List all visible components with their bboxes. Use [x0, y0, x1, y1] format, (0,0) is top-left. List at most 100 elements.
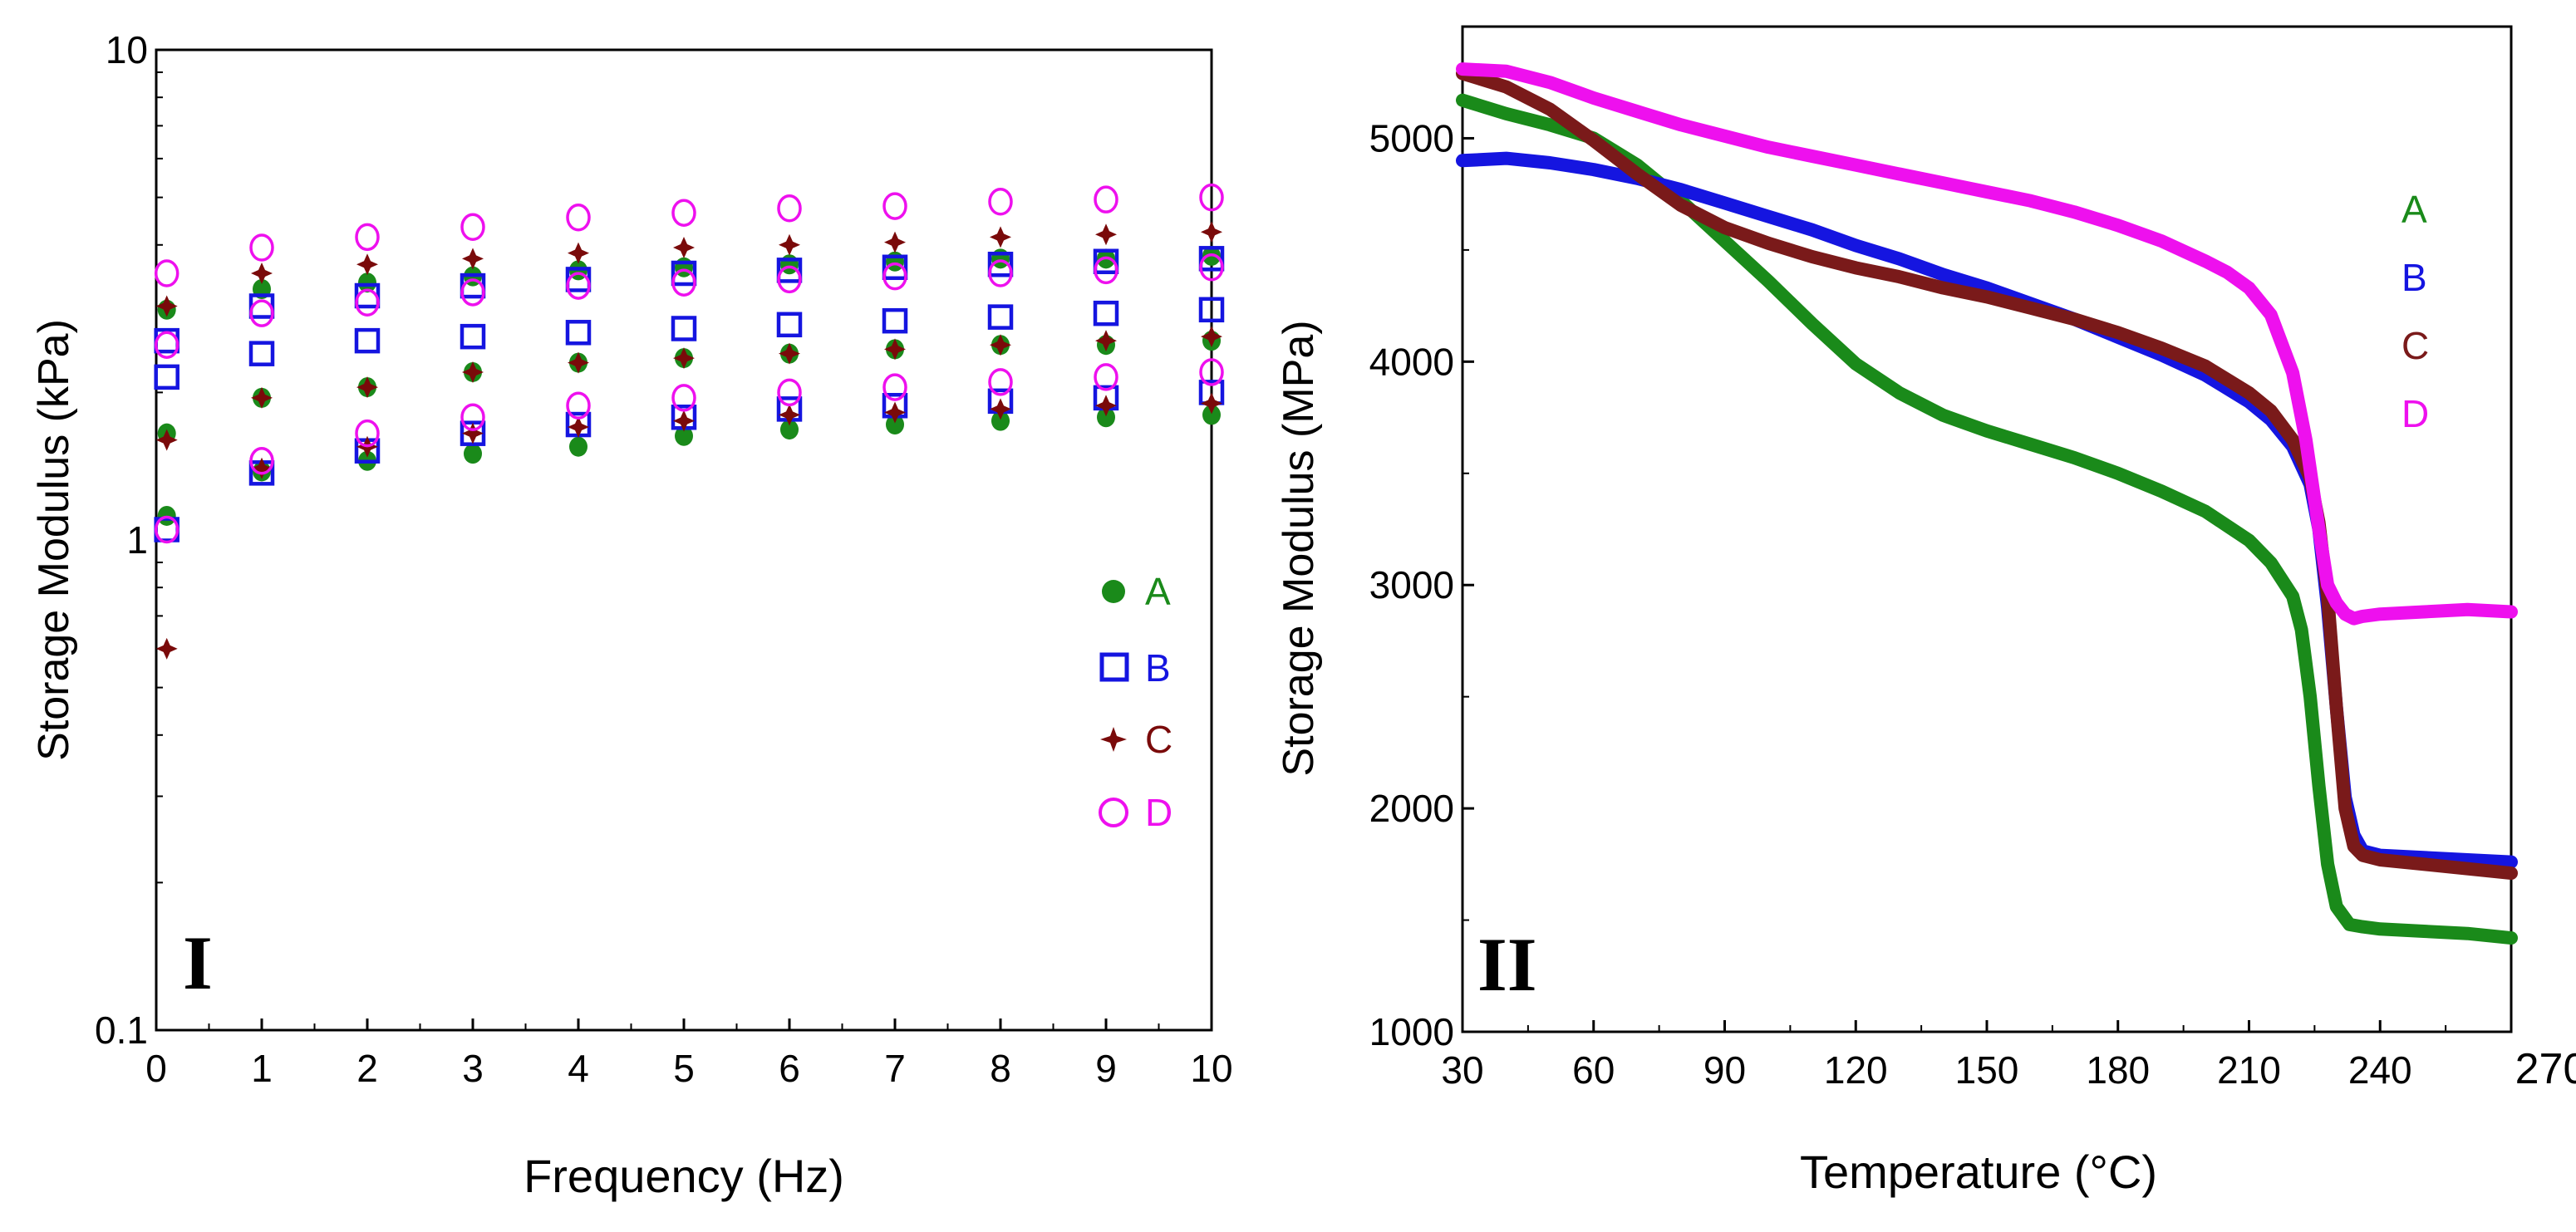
panel-ii-x-ticks: 30 60 90 120 150 180 210 240 270 — [1441, 1020, 2576, 1093]
point-d — [154, 331, 179, 359]
panel-i-plot-frame — [155, 48, 1213, 1032]
x-tick-label: 180 — [2086, 1048, 2150, 1092]
legend-d-marker — [1099, 798, 1128, 827]
point-b — [671, 260, 697, 287]
panel-ii-legend: A B C D — [2401, 188, 2429, 435]
point-d — [1094, 256, 1118, 285]
point-d — [154, 515, 179, 544]
y-tick-label: 1 — [126, 518, 148, 562]
point-d — [988, 259, 1013, 287]
point-c — [155, 295, 178, 317]
x-tick-label: 240 — [2348, 1048, 2412, 1092]
point-b — [1093, 300, 1119, 326]
point-d — [1199, 183, 1224, 212]
point-c — [990, 334, 1011, 356]
point-c — [1201, 392, 1222, 415]
point-c — [673, 410, 695, 432]
point-c — [155, 637, 178, 660]
legend-ii-c-label: C — [2401, 324, 2429, 367]
point-c — [779, 233, 800, 256]
point-d — [671, 268, 696, 297]
x-tick-label: 90 — [1703, 1048, 1746, 1092]
point-b — [1198, 246, 1225, 272]
point-d — [249, 233, 274, 262]
x-tick-label: 7 — [884, 1047, 906, 1090]
point-b — [1198, 297, 1225, 323]
point-c — [884, 401, 906, 424]
point-c — [990, 398, 1011, 420]
x-tick-label: 5 — [673, 1047, 695, 1090]
x-tick-label: 9 — [1095, 1047, 1117, 1090]
point-d — [460, 213, 485, 242]
panel-i-y-axis-label: Storage Modulus (kPa) — [30, 319, 78, 761]
point-d — [671, 384, 696, 412]
panel-i-x-axis-label: Frequency (Hz) — [524, 1150, 844, 1202]
point-d — [882, 262, 907, 291]
point-d — [249, 299, 274, 327]
point-d — [566, 272, 591, 300]
legend-c: C — [1100, 718, 1172, 761]
point-c — [462, 422, 484, 444]
point-b — [154, 364, 179, 390]
point-c — [779, 404, 800, 426]
x-tick-label: 4 — [568, 1047, 589, 1090]
x-tick-label: 150 — [1955, 1048, 2019, 1092]
point-d — [988, 368, 1013, 396]
point-a — [569, 436, 587, 457]
x-tick-label: 1 — [251, 1047, 273, 1090]
x-tick-label: 6 — [779, 1047, 800, 1090]
point-b — [1093, 248, 1119, 275]
point-d — [1094, 185, 1118, 214]
point-b — [776, 258, 803, 283]
legend-ii-d-label: D — [2401, 392, 2429, 435]
point-c — [1095, 395, 1117, 417]
y-tick-label: 1000 — [1369, 1010, 1454, 1053]
point-d — [249, 447, 274, 475]
legend-c-marker — [1100, 727, 1127, 752]
point-c — [356, 376, 378, 399]
point-c — [1201, 326, 1222, 348]
point-b — [671, 316, 697, 341]
y-tick-label: 0.1 — [95, 1009, 148, 1052]
panel-ii-label: II — [1477, 922, 1537, 1007]
point-d — [1199, 358, 1224, 386]
point-d — [154, 259, 179, 287]
point-c — [251, 262, 273, 284]
point-c — [462, 248, 484, 270]
legend-a-marker — [1102, 580, 1125, 603]
point-b — [460, 323, 486, 350]
panel-i-legend: A B C D — [1099, 570, 1172, 834]
panel-i-label: I — [183, 920, 213, 1005]
point-b — [987, 251, 1014, 277]
point-d — [988, 188, 1013, 216]
point-a — [886, 251, 904, 272]
legend-c-label: C — [1145, 718, 1172, 761]
panel-ii-lines — [1456, 62, 2518, 945]
point-b — [248, 341, 275, 366]
legend-a: A — [1102, 570, 1171, 613]
point-d — [355, 419, 380, 448]
point-c — [884, 338, 906, 361]
point-c — [155, 429, 178, 451]
point-c — [251, 457, 273, 479]
y-tick-label: 10 — [106, 28, 148, 71]
y-tick-label: 2000 — [1369, 787, 1454, 830]
point-b — [248, 293, 275, 319]
point-d — [1094, 363, 1118, 391]
x-tick-label: 30 — [1441, 1048, 1483, 1092]
point-c — [673, 237, 695, 259]
point-d — [882, 373, 907, 401]
point-d — [777, 194, 802, 223]
point-d — [882, 192, 907, 220]
point-d — [460, 403, 485, 432]
point-c — [568, 416, 589, 439]
point-a — [991, 248, 1010, 269]
y-tick-label: 5000 — [1369, 116, 1454, 160]
legend-b-label: B — [1145, 646, 1171, 690]
legend-ii-a-label: A — [2401, 188, 2427, 231]
panel-ii-chart: 1000 2000 3000 4000 5000 30 60 90 120 150 180 210 2… — [1275, 25, 2576, 1198]
point-a — [1202, 405, 1221, 425]
point-c — [356, 253, 378, 276]
point-d — [460, 278, 485, 307]
